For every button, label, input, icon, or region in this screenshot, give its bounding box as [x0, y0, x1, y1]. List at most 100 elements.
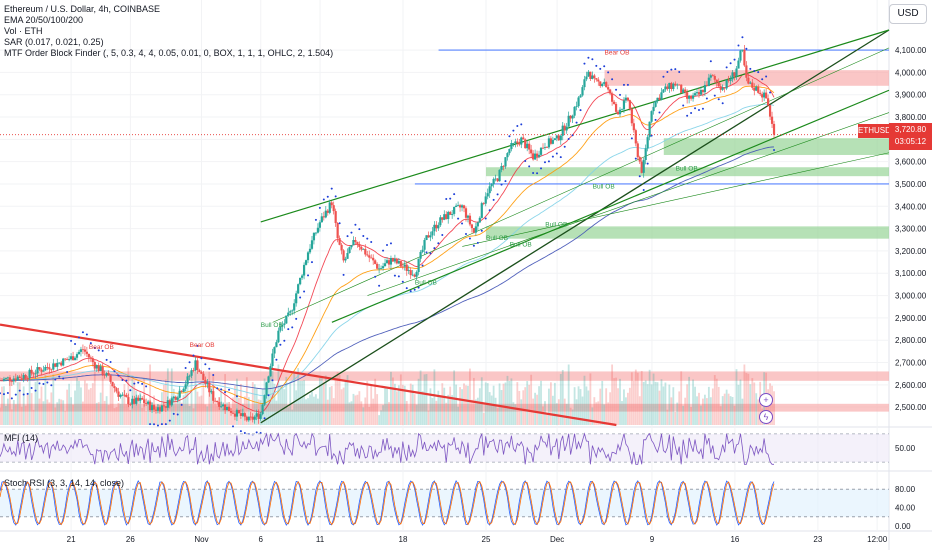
candle-body — [194, 360, 197, 371]
stoch-pane-label[interactable]: Stoch RSI (3, 3, 14, 14, close) — [4, 478, 125, 488]
volume-bar — [117, 402, 120, 425]
candle-body — [97, 365, 100, 371]
candle-body — [316, 227, 320, 233]
symbol-title[interactable]: Ethereum / U.S. Dollar, 4h, COINBASE — [4, 4, 161, 14]
bull-order-block — [485, 167, 889, 177]
candle-body — [466, 215, 470, 218]
candle-body — [293, 303, 296, 311]
candle-body — [547, 138, 551, 148]
sar-dot — [38, 382, 41, 385]
volume-bar — [459, 387, 461, 425]
volume-bar — [429, 388, 432, 425]
candle-body — [334, 211, 337, 224]
sar-dot — [694, 107, 697, 110]
volume-bar — [155, 406, 157, 425]
volume-bar — [684, 397, 687, 425]
sar-dot — [275, 358, 278, 361]
sar-dot — [117, 374, 120, 377]
sar-dot — [472, 244, 475, 247]
candle-body — [257, 413, 260, 419]
sar-dot — [701, 107, 704, 110]
candle-body — [757, 86, 760, 93]
volume-bar — [615, 377, 617, 425]
candle-body — [500, 165, 503, 170]
indicator-sar[interactable]: SAR (0.017, 0.021, 0.25) — [4, 37, 104, 47]
sar-dot — [74, 342, 77, 345]
lightning-circle-icon[interactable]: ϟ — [759, 410, 773, 424]
indicator-volume[interactable]: Vol · ETH — [4, 26, 43, 36]
volume-bar — [34, 381, 37, 425]
sar-dot — [350, 231, 353, 234]
volume-bar — [660, 379, 663, 425]
candle-body — [672, 83, 675, 90]
candle-body — [229, 411, 233, 413]
candle-body — [141, 398, 144, 400]
volume-bar — [85, 383, 88, 425]
volume-bar — [210, 387, 213, 425]
candle-body — [109, 375, 112, 382]
sar-dot — [113, 370, 116, 373]
candle-body — [20, 377, 23, 379]
sar-dot — [413, 288, 416, 291]
candle-body — [358, 244, 361, 247]
sar-dot — [457, 217, 460, 220]
candle-body — [231, 412, 235, 414]
sar-dot — [208, 367, 211, 370]
volume-bar — [172, 388, 175, 425]
volume-bar — [500, 390, 503, 425]
volume-bar — [251, 382, 254, 425]
candle-body — [346, 253, 349, 259]
volume-bar — [332, 398, 335, 425]
sar-dot — [642, 188, 645, 191]
volume-bar — [498, 383, 501, 425]
mfi-pane-label[interactable]: MFI (14) — [4, 433, 39, 443]
candle-body — [198, 370, 201, 373]
sar-dot — [326, 195, 329, 198]
candle-body — [725, 79, 728, 89]
candle-body — [761, 94, 764, 98]
indicator-ema[interactable]: EMA 20/50/100/200 — [4, 15, 84, 25]
candle-body — [632, 123, 635, 131]
sar-dot — [358, 228, 361, 231]
volume-bar — [392, 377, 394, 425]
volume-bar — [510, 378, 513, 425]
sar-dot — [243, 431, 246, 434]
volume-bar — [656, 382, 659, 425]
sar-dot — [480, 229, 483, 232]
candle-body — [391, 258, 395, 262]
volume-bar — [607, 402, 610, 425]
sar-dot — [168, 419, 171, 422]
candle-body — [541, 147, 545, 149]
candle-body — [324, 210, 327, 218]
volume-bar — [188, 405, 191, 425]
plus-circle-icon[interactable]: + — [759, 393, 773, 407]
sar-dot — [271, 379, 274, 382]
candle-body — [71, 356, 75, 361]
volume-bar — [198, 396, 201, 425]
volume-bar — [30, 393, 33, 425]
volume-bar — [538, 386, 540, 425]
candle-body — [241, 413, 244, 416]
volume-bar — [52, 374, 55, 425]
candle-body — [259, 414, 262, 419]
candle-body — [689, 95, 693, 99]
volume-bar — [91, 383, 94, 425]
volume-bar — [751, 378, 754, 425]
volume-bar — [739, 379, 742, 425]
volume-bar — [334, 375, 337, 425]
sar-dot — [733, 58, 736, 61]
volume-bar — [688, 376, 691, 425]
candle-body — [64, 358, 67, 360]
candle-body — [680, 84, 683, 93]
x-tick-label: 18 — [399, 535, 408, 544]
candle-body — [176, 397, 179, 400]
candle-body — [113, 386, 116, 389]
volume-bar — [474, 399, 477, 425]
currency-button[interactable]: USD — [889, 4, 927, 24]
candle-body — [378, 268, 381, 270]
indicator-order-block[interactable]: MTF Order Block Finder (, 5, 0.3, 4, 4, … — [4, 48, 334, 58]
candle-body — [103, 374, 106, 376]
candle-body — [528, 143, 531, 150]
volume-bar — [711, 388, 714, 425]
